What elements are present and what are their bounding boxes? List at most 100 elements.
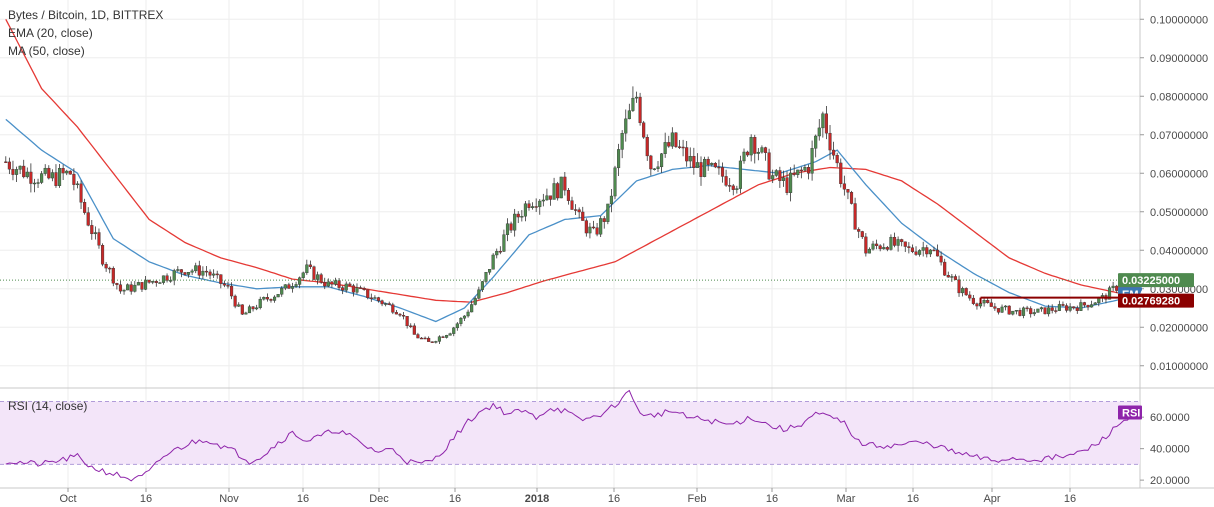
- candle[interactable]: [161, 275, 166, 285]
- candle[interactable]: [975, 302, 979, 310]
- candle[interactable]: [606, 203, 610, 225]
- candle[interactable]: [968, 291, 972, 301]
- candle[interactable]: [405, 316, 409, 329]
- candle[interactable]: [1072, 306, 1076, 310]
- candle[interactable]: [692, 147, 696, 175]
- candle[interactable]: [36, 178, 40, 189]
- candle[interactable]: [717, 159, 721, 175]
- candle[interactable]: [505, 218, 510, 242]
- candle[interactable]: [817, 119, 821, 141]
- candle[interactable]: [534, 198, 538, 213]
- candle[interactable]: [133, 281, 137, 293]
- candle[interactable]: [749, 134, 753, 162]
- candle[interactable]: [376, 296, 381, 303]
- candle[interactable]: [197, 260, 201, 279]
- candle[interactable]: [681, 139, 685, 157]
- candle[interactable]: [348, 282, 352, 287]
- candle[interactable]: [900, 238, 904, 247]
- candle[interactable]: [1082, 301, 1087, 308]
- candle[interactable]: [803, 164, 807, 172]
- candle[interactable]: [32, 178, 37, 193]
- candle[interactable]: [1011, 310, 1015, 316]
- candle[interactable]: [287, 282, 291, 289]
- candle[interactable]: [516, 211, 520, 224]
- candle[interactable]: [964, 287, 968, 296]
- candle[interactable]: [1039, 306, 1044, 312]
- candle[interactable]: [703, 156, 707, 178]
- candle[interactable]: [771, 169, 775, 184]
- candle[interactable]: [1075, 305, 1079, 314]
- candle[interactable]: [362, 286, 366, 291]
- candle[interactable]: [344, 281, 348, 293]
- candle[interactable]: [842, 175, 846, 196]
- candle[interactable]: [946, 271, 950, 278]
- candle[interactable]: [763, 146, 768, 161]
- candle[interactable]: [577, 207, 581, 219]
- candle[interactable]: [1057, 300, 1061, 312]
- candle[interactable]: [97, 228, 101, 249]
- candle[interactable]: [1064, 303, 1069, 313]
- candle[interactable]: [753, 134, 757, 164]
- candle[interactable]: [448, 332, 452, 336]
- candle[interactable]: [108, 266, 112, 274]
- candle[interactable]: [290, 282, 295, 293]
- candle[interactable]: [581, 206, 585, 221]
- candle[interactable]: [312, 265, 316, 281]
- candle[interactable]: [459, 317, 463, 327]
- candle[interactable]: [86, 207, 90, 227]
- candle[interactable]: [767, 148, 771, 181]
- candle[interactable]: [445, 334, 449, 339]
- candle[interactable]: [939, 251, 943, 266]
- candle[interactable]: [828, 124, 832, 160]
- candle[interactable]: [928, 249, 932, 258]
- candle[interactable]: [735, 185, 739, 194]
- candle[interactable]: [22, 159, 26, 179]
- candle[interactable]: [871, 240, 875, 251]
- candle[interactable]: [609, 189, 613, 213]
- candle[interactable]: [219, 274, 223, 289]
- candle[interactable]: [412, 323, 416, 335]
- candle[interactable]: [143, 275, 148, 291]
- candle[interactable]: [1000, 304, 1004, 314]
- candle[interactable]: [953, 274, 958, 281]
- candle[interactable]: [638, 92, 642, 126]
- candle[interactable]: [466, 309, 470, 318]
- candle[interactable]: [1050, 304, 1054, 314]
- candle[interactable]: [373, 295, 377, 299]
- candle[interactable]: [186, 271, 191, 278]
- candle[interactable]: [57, 163, 62, 188]
- candle[interactable]: [1025, 305, 1029, 312]
- candle[interactable]: [326, 278, 330, 288]
- candle[interactable]: [957, 275, 961, 297]
- candle[interactable]: [853, 197, 857, 230]
- candle[interactable]: [384, 302, 388, 307]
- candle[interactable]: [548, 195, 553, 206]
- candle[interactable]: [394, 309, 398, 315]
- candle[interactable]: [251, 305, 255, 312]
- candle[interactable]: [663, 132, 667, 158]
- candle[interactable]: [398, 313, 402, 317]
- candle[interactable]: [520, 210, 524, 222]
- candle[interactable]: [409, 323, 413, 329]
- candle[interactable]: [473, 296, 477, 306]
- candle[interactable]: [204, 265, 209, 277]
- candle[interactable]: [724, 169, 728, 187]
- candle[interactable]: [111, 266, 115, 287]
- candle[interactable]: [1090, 300, 1094, 308]
- candle[interactable]: [774, 168, 778, 178]
- candle[interactable]: [4, 156, 8, 164]
- candle[interactable]: [229, 282, 234, 300]
- candle[interactable]: [935, 244, 940, 257]
- candle[interactable]: [40, 171, 44, 185]
- candle[interactable]: [90, 219, 94, 240]
- candle[interactable]: [796, 169, 800, 178]
- candle[interactable]: [545, 188, 549, 201]
- candle[interactable]: [75, 181, 80, 189]
- candle[interactable]: [100, 243, 105, 267]
- candle[interactable]: [882, 243, 886, 250]
- candle[interactable]: [154, 279, 158, 287]
- candle[interactable]: [624, 109, 628, 142]
- candle[interactable]: [1036, 308, 1040, 313]
- candle[interactable]: [1014, 310, 1018, 315]
